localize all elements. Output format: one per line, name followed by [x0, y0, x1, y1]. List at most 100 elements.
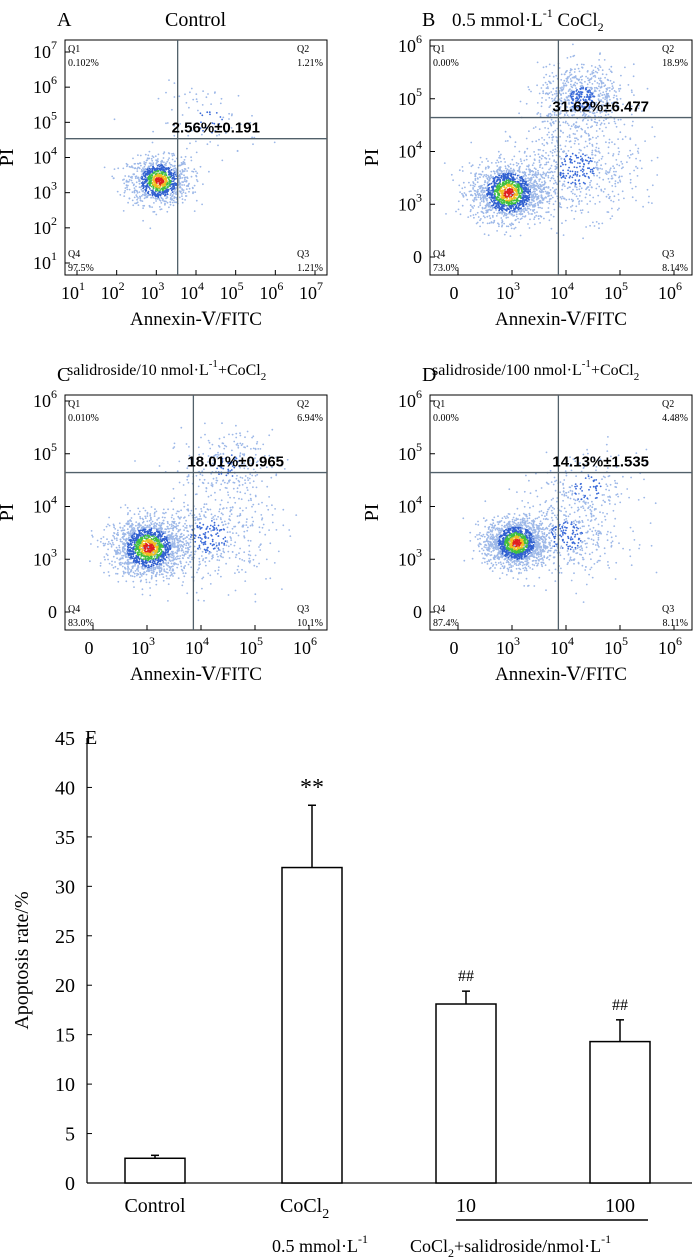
event-dot	[506, 140, 509, 142]
event-dot	[616, 163, 618, 166]
event-dot	[153, 185, 156, 187]
event-dot	[499, 207, 502, 209]
x-tick-label: 105	[220, 279, 244, 303]
event-dot	[486, 192, 489, 195]
event-dot	[515, 198, 518, 201]
event-dot	[170, 173, 173, 176]
event-dot	[515, 206, 518, 209]
event-dot	[138, 167, 141, 170]
event-dot	[569, 83, 572, 86]
event-dot	[251, 136, 254, 139]
event-dot	[587, 186, 590, 188]
event-dot	[559, 196, 562, 199]
event-dot	[166, 181, 169, 184]
event-dot	[525, 137, 528, 140]
event-dot	[551, 171, 554, 174]
event-dot	[488, 215, 491, 217]
event-dot	[591, 93, 593, 96]
event-dot	[549, 189, 552, 191]
event-dot	[621, 190, 624, 193]
event-dot	[589, 73, 592, 76]
event-dot	[487, 234, 490, 237]
event-dot	[174, 160, 177, 163]
event-dot	[188, 190, 190, 193]
event-dot	[564, 219, 567, 222]
event-dot	[565, 80, 568, 83]
event-dot	[163, 170, 166, 173]
event-dot	[609, 70, 612, 72]
event-dot	[579, 95, 582, 98]
event-dot	[152, 130, 155, 133]
event-dot	[608, 90, 611, 92]
event-dot	[129, 546, 132, 548]
event-dot	[167, 527, 169, 530]
event-dot	[530, 90, 532, 93]
event-dot	[482, 221, 484, 224]
event-dot	[484, 180, 486, 182]
event-dot	[573, 71, 576, 73]
event-dot	[536, 211, 538, 214]
event-dot	[509, 210, 511, 213]
event-dot	[476, 193, 479, 196]
event-dot	[525, 199, 528, 202]
event-dot	[162, 152, 165, 155]
event-dot	[552, 121, 555, 123]
event-dot	[165, 91, 167, 94]
event-dot	[195, 93, 198, 95]
event-dot	[629, 172, 631, 175]
event-dot	[172, 152, 175, 155]
event-dot	[589, 157, 592, 160]
event-dot	[581, 66, 584, 69]
event-dot	[500, 174, 503, 177]
event-dot	[221, 159, 224, 162]
event-dot	[583, 146, 586, 149]
event-dot	[199, 112, 202, 115]
event-dot	[139, 199, 142, 202]
event-dot	[536, 193, 539, 196]
event-dot	[528, 88, 531, 91]
event-dot	[582, 174, 584, 176]
event-dot	[587, 211, 590, 214]
event-dot	[517, 185, 520, 188]
apoptosis-total-label: 2.56%±0.191	[172, 120, 260, 137]
event-dot	[160, 175, 163, 177]
event-dot	[512, 189, 515, 192]
event-dot	[119, 552, 121, 555]
event-dot	[166, 160, 169, 163]
x-tick-label: 103	[496, 279, 520, 303]
event-dot	[152, 566, 155, 569]
event-dot	[614, 180, 617, 183]
event-dot	[590, 77, 593, 79]
event-dot	[162, 576, 165, 578]
event-dot	[473, 200, 475, 203]
event-dot	[170, 556, 173, 559]
event-dot	[569, 88, 571, 90]
event-dot	[567, 169, 569, 172]
event-dot	[165, 556, 168, 559]
event-dot	[574, 133, 576, 136]
event-dot	[142, 178, 145, 181]
event-dot	[609, 195, 611, 198]
event-dot	[596, 161, 599, 164]
event-dot	[119, 551, 122, 553]
event-dot	[579, 81, 581, 84]
event-dot	[578, 78, 581, 81]
event-dot	[471, 194, 474, 197]
event-dot	[565, 175, 568, 177]
event-dot	[563, 180, 566, 183]
event-dot	[546, 171, 549, 174]
event-dot	[502, 174, 505, 177]
event-dot	[230, 114, 233, 117]
event-dot	[598, 127, 601, 130]
event-dot	[554, 145, 556, 148]
event-dot	[477, 166, 480, 169]
event-dot	[201, 133, 203, 136]
event-dot	[470, 165, 473, 168]
event-dot	[158, 164, 160, 166]
event-dot	[630, 153, 632, 156]
event-dot	[551, 133, 553, 136]
event-dot	[152, 557, 155, 560]
event-dot	[181, 169, 184, 171]
event-dot	[536, 113, 539, 115]
event-dot	[578, 125, 581, 128]
